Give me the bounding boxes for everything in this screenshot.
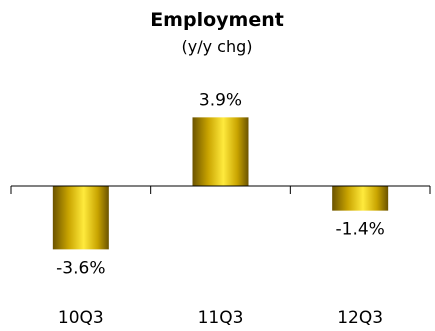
chart-title: Employment bbox=[150, 9, 284, 31]
x-tick-labels: 10Q3 11Q3 12Q3 bbox=[58, 308, 383, 328]
data-label-10Q3: -3.6% bbox=[56, 258, 105, 278]
x-tick-label-11Q3: 11Q3 bbox=[198, 308, 244, 328]
bar-10Q3 bbox=[52, 186, 109, 250]
x-tick-label-10Q3: 10Q3 bbox=[58, 308, 104, 328]
axis-ticks bbox=[10, 186, 431, 194]
data-labels: -3.6% 3.9% -1.4% bbox=[56, 90, 385, 278]
bar-12Q3 bbox=[332, 186, 389, 211]
data-label-11Q3: 3.9% bbox=[199, 90, 242, 110]
bar-group bbox=[52, 117, 389, 250]
x-tick-label-12Q3: 12Q3 bbox=[337, 308, 383, 328]
bar-11Q3 bbox=[192, 117, 249, 186]
data-label-12Q3: -1.4% bbox=[336, 220, 385, 240]
chart-subtitle: (y/y chg) bbox=[182, 37, 253, 56]
